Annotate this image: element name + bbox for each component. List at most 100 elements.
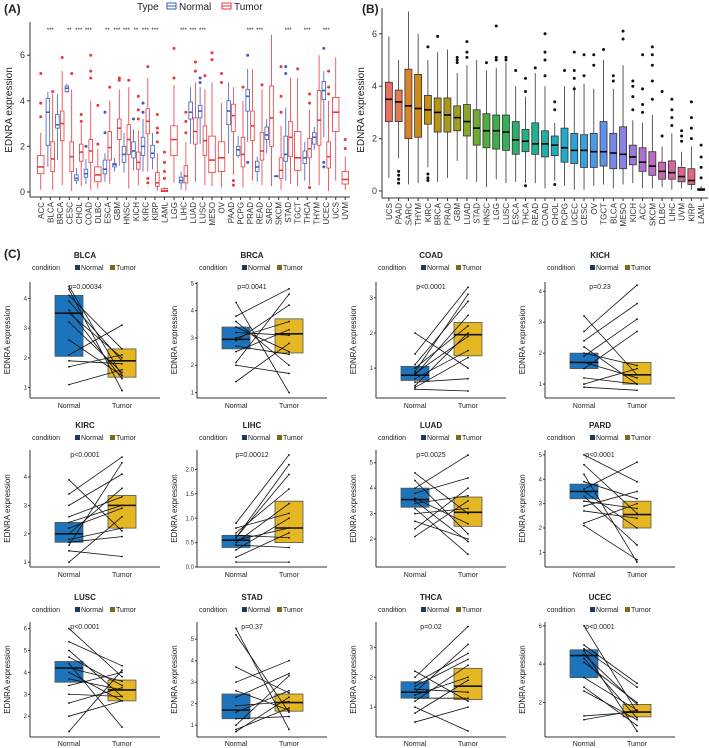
paired-sample-point bbox=[235, 556, 237, 559]
panel-a-x-label: PCPG bbox=[237, 202, 246, 225]
paired-sample-line bbox=[235, 321, 290, 366]
paired-sample-line bbox=[583, 461, 638, 490]
paired-sample-point bbox=[68, 521, 70, 524]
paired-plot-title: STAD bbox=[241, 593, 262, 602]
paired-sample-point bbox=[235, 380, 237, 383]
paired-sample-point bbox=[288, 463, 290, 466]
legend-normal-key-icon bbox=[590, 607, 595, 612]
paired-sample-point bbox=[235, 337, 237, 339]
panel-b-x-label: SKCM bbox=[648, 203, 657, 226]
x-label-normal: Normal bbox=[573, 403, 596, 410]
paired-sample-point bbox=[68, 309, 70, 312]
legend-normal-label: Normal bbox=[81, 607, 104, 614]
legend-normal-label: Normal bbox=[248, 607, 271, 614]
paired-sample-point bbox=[414, 682, 416, 685]
panel-a-tumor-LUAD-outlier bbox=[193, 69, 197, 73]
panel-b-box-PAAD-outlier bbox=[397, 169, 401, 173]
panel-b-box-COAD-outlier bbox=[543, 58, 547, 62]
panel-a-normal-LUSC-outlier bbox=[198, 81, 202, 85]
paired-sample-point bbox=[467, 538, 469, 540]
paired-sample-point bbox=[414, 499, 416, 502]
paired-plot-y-tick-label: 3 bbox=[370, 512, 374, 518]
panel-a-x-label: BRCA bbox=[56, 201, 65, 224]
panel-b-box-KICH-outlier bbox=[631, 84, 635, 88]
paired-sample-line bbox=[414, 357, 469, 388]
paired-sample-point bbox=[235, 689, 237, 692]
paired-sample-point bbox=[467, 512, 469, 515]
panel-b-x-label: THYM bbox=[414, 203, 423, 226]
panel-b-box-UVM-outlier bbox=[680, 129, 684, 133]
paired-sample-point bbox=[414, 363, 416, 366]
paired-plot-title: KIRC bbox=[75, 421, 95, 430]
legend-normal-key-icon bbox=[75, 265, 80, 270]
panel-a-x-label: KICH bbox=[132, 202, 141, 221]
paired-plot-y-tick-label: 1 bbox=[24, 386, 28, 392]
paired-sample-point bbox=[288, 728, 290, 731]
paired-sample-point bbox=[583, 647, 585, 650]
paired-plot-title: THCA bbox=[420, 593, 442, 602]
paired-sample-point bbox=[288, 453, 290, 456]
panel-a-normal-UCEC-outlier bbox=[322, 160, 326, 164]
panel-b-box-BLCA-outlier bbox=[611, 74, 615, 78]
panel-a-tumor-KIRC-outlier bbox=[146, 65, 150, 69]
paired-plot-y-tick-label: 2 bbox=[370, 675, 374, 681]
panel-a-tumor-GBM-box bbox=[117, 118, 122, 140]
panel-a-tumor-KICH-box bbox=[136, 151, 141, 170]
paired-sample-line bbox=[68, 671, 123, 686]
panel-b-box-LGG-outlier bbox=[494, 55, 498, 59]
panel-b-box-MESO-box bbox=[619, 126, 627, 170]
panel-a-tumor-LIHC-outlier bbox=[184, 119, 188, 123]
paired-sample-line bbox=[414, 679, 469, 714]
paired-plot-y-tick-label: 5 bbox=[191, 281, 195, 287]
paired-sample-point bbox=[288, 715, 290, 718]
panel-a-normal-PCPG-box bbox=[235, 145, 241, 156]
paired-sample-point bbox=[288, 473, 290, 476]
legend-tumor-label: Tumor bbox=[631, 435, 652, 442]
paired-sample-point bbox=[467, 325, 469, 327]
paired-sample-point bbox=[235, 301, 237, 304]
panel-a-normal-STAD-outlier bbox=[284, 65, 288, 69]
paired-plot-y-tick-label: 2 bbox=[370, 537, 374, 543]
panel-b-box-MESO-outlier bbox=[621, 29, 625, 33]
paired-plot-pard: PARD condition Normal Tumor 1 2 3 4 5 EDNRA expre… bbox=[518, 421, 675, 579]
paired-sample-line bbox=[235, 634, 290, 713]
p-value: p<0.0001 bbox=[70, 624, 99, 631]
paired-sample-line bbox=[68, 650, 123, 697]
panel-a-legend: Normal Tumor bbox=[166, 2, 263, 13]
panel-b-box-LGG-outlier bbox=[494, 24, 498, 28]
legend-normal-key-icon bbox=[421, 607, 426, 612]
legend-tumor-key-icon bbox=[456, 435, 461, 440]
panel-b-box-KIRP-outlier bbox=[689, 137, 693, 141]
panel-a-x-label: SKCM bbox=[275, 202, 284, 225]
panel-b-x-label: LAML bbox=[697, 202, 706, 223]
condition-legend-title: condition bbox=[199, 435, 227, 442]
paired-plot-y-tick-label: 1 bbox=[24, 560, 28, 566]
paired-sample-point bbox=[467, 499, 469, 502]
paired-sample-point bbox=[583, 505, 585, 507]
paired-sample-point bbox=[235, 339, 237, 342]
paired-sample-point bbox=[414, 386, 416, 389]
paired-plot-y-tick-label: 1 bbox=[539, 382, 543, 388]
panel-b-x-label: UCS bbox=[385, 203, 394, 220]
paired-sample-point bbox=[288, 711, 290, 714]
paired-sample-point bbox=[467, 507, 469, 510]
panel-b-box-UVM-box bbox=[677, 167, 686, 183]
paired-sample-point bbox=[583, 718, 585, 721]
panel-a-tumor-ACC-box bbox=[37, 155, 45, 175]
paired-plot-ylabel: EDNRA expression bbox=[170, 306, 179, 374]
paired-plot-y-tick-label: 3 bbox=[539, 320, 543, 326]
paired-sample-line bbox=[235, 288, 290, 317]
panel-b-box-GBM-outlier bbox=[455, 55, 459, 59]
panel-a-tumor-UVM-box bbox=[341, 171, 349, 185]
panel-a-tumor-LGG-outlier bbox=[172, 76, 176, 80]
legend-tumor-label: Tumor bbox=[283, 265, 304, 272]
panel-a-significance: *** bbox=[151, 28, 159, 34]
legend-tumor-key-icon bbox=[277, 435, 282, 440]
paired-sample-point bbox=[235, 345, 237, 348]
panel-a-tumor-UVM-outlier bbox=[343, 138, 347, 142]
panel-a-x-label: THYM bbox=[313, 202, 322, 225]
panel-b-x-label: BLCA bbox=[609, 202, 618, 224]
paired-sample-point bbox=[636, 682, 638, 685]
legend-tumor-key-icon bbox=[625, 607, 630, 612]
